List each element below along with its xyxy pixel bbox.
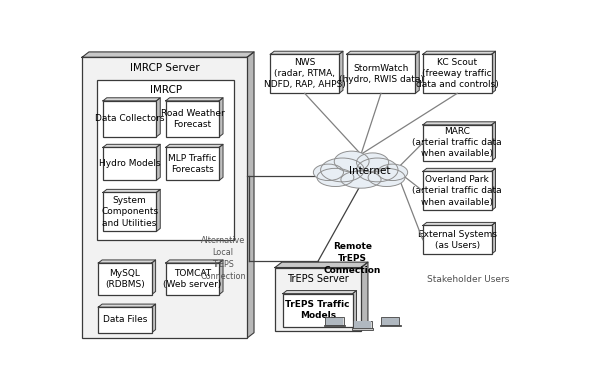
Ellipse shape — [377, 164, 407, 181]
Text: Road Weather
Forecast: Road Weather Forecast — [161, 109, 224, 129]
Bar — [353, 321, 371, 329]
Text: Data Files: Data Files — [103, 316, 147, 324]
Polygon shape — [166, 260, 223, 263]
Text: TrEPS Traffic
Models: TrEPS Traffic Models — [286, 300, 350, 320]
Text: TrEPS Server: TrEPS Server — [287, 273, 349, 284]
Ellipse shape — [356, 153, 389, 172]
Polygon shape — [157, 144, 160, 181]
Polygon shape — [166, 98, 223, 101]
Bar — [166, 147, 219, 181]
Bar — [423, 54, 491, 93]
Polygon shape — [275, 262, 368, 268]
Bar — [423, 125, 491, 161]
Polygon shape — [423, 51, 496, 54]
Ellipse shape — [341, 171, 381, 188]
Polygon shape — [283, 291, 356, 294]
Text: Overland Park
(arterial traffic data
when available): Overland Park (arterial traffic data whe… — [412, 176, 502, 207]
Bar — [381, 317, 400, 325]
Polygon shape — [157, 98, 160, 137]
Polygon shape — [103, 98, 160, 101]
Text: External Systems
(as Users): External Systems (as Users) — [418, 230, 497, 250]
Bar — [352, 328, 373, 330]
Text: System
Components
and Utilities: System Components and Utilities — [101, 196, 158, 227]
Bar — [354, 321, 371, 328]
Polygon shape — [423, 122, 496, 125]
Polygon shape — [415, 51, 419, 93]
Polygon shape — [219, 144, 223, 181]
Text: Alternative
Local
TrEPS
Connection: Alternative Local TrEPS Connection — [200, 236, 245, 281]
Polygon shape — [270, 51, 343, 54]
Ellipse shape — [368, 168, 405, 186]
Bar — [103, 192, 157, 232]
Text: Internet: Internet — [349, 167, 390, 176]
Polygon shape — [361, 262, 368, 331]
Polygon shape — [339, 51, 343, 93]
Polygon shape — [219, 260, 223, 294]
Bar — [380, 324, 401, 326]
Polygon shape — [219, 98, 223, 137]
Bar — [326, 318, 343, 325]
Polygon shape — [152, 304, 155, 333]
Polygon shape — [491, 51, 496, 93]
Text: IMRCP: IMRCP — [150, 85, 182, 95]
Polygon shape — [491, 222, 496, 254]
Text: NWS
(radar, RTMA,
NDFD, RAP, AHPS): NWS (radar, RTMA, NDFD, RAP, AHPS) — [264, 58, 346, 89]
Bar — [325, 317, 344, 325]
Polygon shape — [103, 144, 160, 147]
Polygon shape — [166, 144, 223, 147]
Bar — [103, 147, 157, 181]
Ellipse shape — [313, 164, 343, 181]
Bar — [275, 268, 361, 331]
Polygon shape — [353, 291, 356, 327]
Text: Hydro Models: Hydro Models — [99, 160, 160, 168]
Bar — [324, 324, 345, 326]
Bar — [423, 225, 491, 254]
Polygon shape — [98, 304, 155, 307]
Text: MySQL
(RDBMS): MySQL (RDBMS) — [105, 269, 145, 289]
Text: StormWatch
(hydro, RWIS data): StormWatch (hydro, RWIS data) — [338, 64, 424, 84]
Bar — [82, 57, 247, 338]
Text: IMRCP Server: IMRCP Server — [130, 63, 199, 73]
Polygon shape — [157, 190, 160, 232]
Text: TOMCAT
(Web server): TOMCAT (Web server) — [163, 269, 221, 289]
Bar — [270, 54, 339, 93]
Text: Remote
TrEPS
Connection: Remote TrEPS Connection — [323, 242, 381, 275]
Text: KC Scout
(freeway traffic
data and controls): KC Scout (freeway traffic data and contr… — [416, 58, 499, 89]
Ellipse shape — [356, 158, 398, 182]
Polygon shape — [82, 52, 254, 57]
Polygon shape — [103, 190, 160, 192]
Bar — [98, 307, 152, 333]
Text: Data Collectors: Data Collectors — [95, 114, 164, 123]
Polygon shape — [491, 168, 496, 211]
Bar — [166, 101, 219, 137]
Bar — [97, 80, 235, 241]
Bar — [98, 263, 152, 294]
Bar — [382, 318, 398, 325]
Polygon shape — [423, 222, 496, 225]
Polygon shape — [98, 260, 155, 263]
Ellipse shape — [317, 168, 354, 186]
Text: MARC
(arterial traffic data
when available): MARC (arterial traffic data when availab… — [412, 127, 502, 158]
Polygon shape — [347, 51, 419, 54]
Ellipse shape — [320, 158, 364, 182]
Bar — [283, 294, 353, 327]
Text: Stakeholder Users: Stakeholder Users — [427, 275, 509, 284]
Text: MLP Traffic
Forecasts: MLP Traffic Forecasts — [168, 154, 217, 174]
Polygon shape — [152, 260, 155, 294]
Bar — [347, 54, 415, 93]
Bar — [423, 172, 491, 211]
Polygon shape — [423, 168, 496, 172]
Bar — [103, 101, 157, 137]
Bar — [166, 263, 219, 294]
Polygon shape — [491, 122, 496, 161]
Ellipse shape — [334, 151, 369, 172]
Polygon shape — [247, 52, 254, 338]
